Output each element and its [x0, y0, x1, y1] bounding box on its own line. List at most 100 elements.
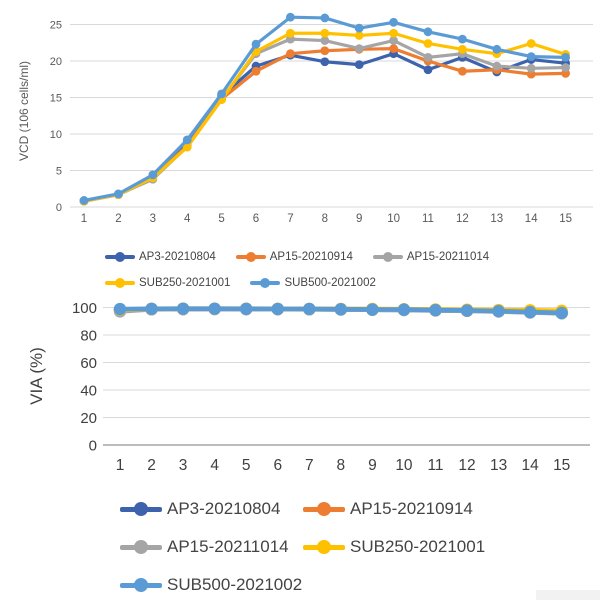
series-point-SUB500-2021002 [354, 23, 364, 33]
series-point-AP15-20210914 [286, 49, 295, 59]
vcd-x-tick: 1 [81, 213, 87, 225]
vcd-x-tick: 5 [218, 213, 224, 225]
series-point-SUB500-2021002 [492, 44, 502, 54]
vcd-y-axis-title: VCD (106 cells/ml) [17, 60, 31, 162]
vcd-x-tick: 14 [525, 213, 538, 225]
series-point-SUB250-2021001 [320, 28, 330, 38]
series-point-SUB500-2021002 [217, 89, 227, 99]
vcd-y-tick: 0 [56, 202, 62, 214]
series-point-SUB500-2021002 [492, 304, 505, 318]
series-point-SUB500-2021002 [176, 302, 190, 315]
vcd-x-tick: 15 [559, 213, 572, 225]
vcd-x-tick: 12 [456, 213, 469, 225]
vcd-y-tick: 5 [56, 165, 62, 177]
vcd-y-tick: 25 [50, 19, 62, 31]
via-x-tick: 6 [273, 457, 282, 474]
legend-item-SUB500-2021002: SUB500-2021002 [120, 575, 303, 595]
series-point-SUB500-2021002 [303, 302, 316, 316]
series-point-SUB250-2021001 [182, 142, 192, 152]
via-x-tick: 8 [337, 457, 346, 474]
vcd-y-tick: 15 [50, 92, 62, 104]
via-y-tick: 20 [80, 410, 97, 427]
series-point-SUB500-2021002 [429, 303, 442, 317]
series-point-SUB500-2021002 [182, 135, 192, 145]
series-point-SUB250-2021001 [423, 39, 433, 48]
series-point-AP15-20211014 [320, 36, 330, 45]
legend-label: SUB500-2021002 [284, 277, 376, 289]
series-point-AP15-20211014 [492, 61, 502, 71]
series-point-AP15-20210914 [458, 66, 467, 76]
legend-label: SUB500-2021002 [167, 575, 303, 594]
via-x-tick: 10 [395, 457, 413, 474]
vcd-x-tick: 13 [490, 213, 503, 225]
via-y-tick: 40 [80, 382, 97, 399]
series-point-AP15-20211014 [389, 36, 398, 45]
vcd-chart-legend: AP3-20210804 AP15-20210914 AP15-20211014 SU… [105, 244, 509, 296]
via-x-tick: 12 [458, 457, 475, 474]
vcd-x-tick: 2 [115, 213, 121, 225]
series-point-AP3-20210804 [354, 60, 364, 70]
legend-item-AP15-20210914: AP15-20210914 [303, 499, 486, 519]
legend-marker-icon [372, 252, 403, 262]
legend-marker-icon [105, 252, 135, 262]
series-point-SUB500-2021002 [423, 27, 433, 37]
series-point-SUB500-2021002 [366, 303, 379, 316]
via-y-tick: 100 [72, 300, 97, 317]
vcd-x-tick: 11 [422, 213, 434, 225]
series-point-SUB500-2021002 [458, 34, 467, 44]
series-point-SUB500-2021002 [148, 170, 158, 180]
legend-label: AP15-20211014 [167, 537, 289, 556]
legend-item-AP15-20210914: AP15-20210914 [235, 251, 353, 263]
legend-label: AP15-20210914 [269, 251, 353, 263]
series-point-SUB250-2021001 [354, 31, 364, 40]
series-point-SUB500-2021002 [555, 306, 568, 320]
legend-item-AP15-20211014: AP15-20211014 [372, 251, 489, 263]
series-point-AP3-20210804 [423, 65, 433, 75]
corner-artifact [536, 590, 600, 600]
series-point-SUB250-2021001 [389, 28, 398, 38]
via-x-tick: 4 [210, 457, 219, 474]
series-point-AP15-20210914 [251, 66, 261, 76]
series-point-SUB500-2021002 [271, 302, 284, 316]
series-point-AP15-20211014 [423, 52, 433, 62]
legend-row: AP3-20210804 AP15-20210914 AP15-20211014 [105, 244, 509, 270]
series-point-SUB500-2021002 [561, 52, 570, 62]
legend-row: SUB500-2021002 [120, 566, 486, 600]
via-y-tick: 80 [80, 327, 97, 344]
via-x-tick: 5 [242, 457, 251, 474]
vcd-y-tick: 10 [50, 129, 62, 141]
via-x-tick: 9 [368, 457, 377, 474]
legend-label: SUB250-2021001 [139, 277, 231, 289]
series-point-SUB500-2021002 [79, 196, 89, 205]
legend-item-AP3-20210804: AP3-20210804 [105, 251, 216, 263]
via-x-tick: 11 [427, 457, 443, 474]
legend-marker-icon [120, 578, 162, 592]
vcd-x-tick: 8 [322, 213, 328, 225]
via-x-tick: 3 [179, 457, 188, 474]
legend-item-SUB250-2021001: SUB250-2021001 [303, 537, 486, 557]
series-point-AP15-20211014 [526, 63, 536, 73]
via-y-axis-title: VIA (%) [27, 347, 46, 405]
vcd-x-tick: 3 [150, 213, 156, 225]
series-point-AP3-20210804 [320, 57, 330, 67]
series-point-SUB500-2021002 [460, 304, 474, 317]
series-point-SUB500-2021002 [523, 305, 537, 319]
series-point-AP15-20210914 [320, 46, 330, 56]
series-point-SUB500-2021002 [526, 52, 536, 62]
via-x-tick: 1 [116, 457, 125, 474]
legend-item-AP3-20210804: AP3-20210804 [120, 499, 303, 519]
via-x-tick: 7 [305, 457, 314, 474]
series-point-AP15-20210914 [389, 44, 398, 53]
legend-label: SUB250-2021001 [350, 537, 486, 556]
via-x-tick: 15 [553, 457, 570, 474]
series-point-AP15-20211014 [354, 44, 364, 53]
via-x-tick: 13 [490, 457, 507, 474]
vcd-x-tick: 4 [184, 213, 191, 225]
series-point-SUB250-2021001 [458, 44, 467, 54]
legend-marker-icon [105, 278, 135, 288]
vcd-x-tick: 10 [387, 213, 400, 225]
legend-label: AP15-20210914 [350, 499, 473, 518]
